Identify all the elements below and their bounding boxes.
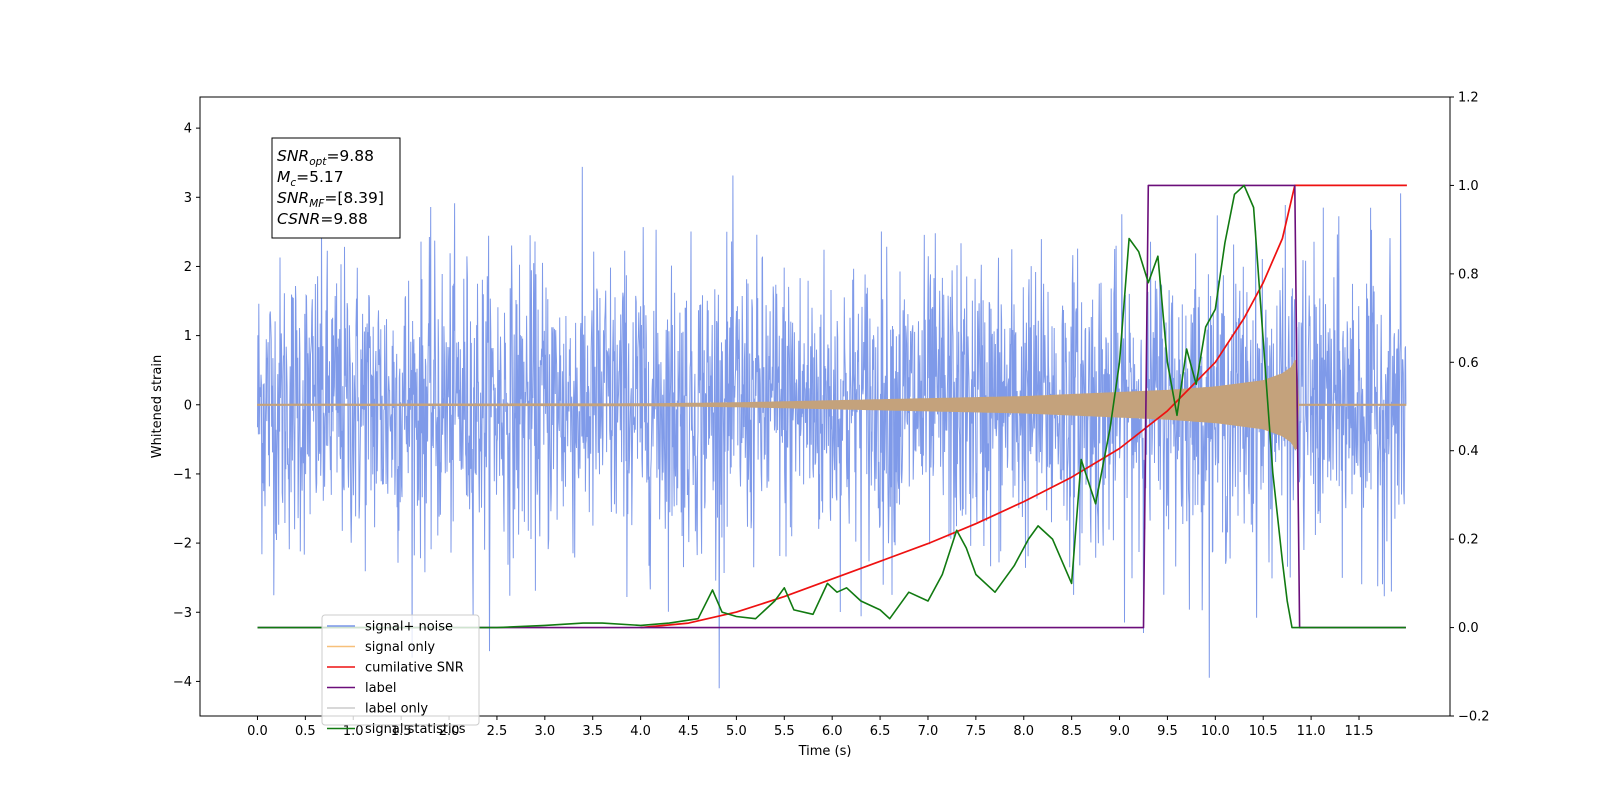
series-cumulative-snr: [640, 184, 1407, 629]
x-tick-label: 7.5: [966, 724, 987, 739]
legend-label: label only: [365, 702, 428, 717]
y2-tick-label: 1.0: [1458, 179, 1479, 194]
x-tick-label: 4.5: [678, 724, 699, 739]
x-tick-label: 0.0: [247, 724, 268, 739]
legend-label: label: [365, 681, 396, 696]
x-tick-label: 5.0: [726, 724, 747, 739]
x-tick-label: 6.0: [822, 724, 843, 739]
x-tick-label: 0.5: [295, 724, 316, 739]
legend-box: [321, 614, 480, 726]
annotation-line: SNRopt=9.88: [277, 147, 374, 168]
x-tick-label: 2.0: [439, 724, 460, 739]
y2-tick-label: 0.6: [1458, 356, 1479, 371]
x-tick-label: 3.0: [534, 724, 555, 739]
y-tick-label: 4: [184, 122, 192, 137]
legend-label: signal statistics: [365, 722, 466, 737]
x-axis-label: Time (s): [798, 744, 852, 759]
y2-tick-label: 0.8: [1458, 267, 1479, 282]
x-tick-label: 9.5: [1157, 724, 1178, 739]
legend-label: signal only: [365, 640, 435, 655]
y2-tick-label: 1.2: [1458, 91, 1479, 106]
x-tick-label: 6.5: [870, 724, 891, 739]
y-tick-label: 2: [184, 260, 192, 275]
plot-area-frame: [199, 96, 1451, 717]
y-tick-label: −1: [173, 467, 192, 482]
x-tick-label: 2.5: [487, 724, 508, 739]
annotation-line: CSNR=9.88: [277, 210, 368, 228]
series-signal-only: [257, 359, 1407, 450]
x-tick-label: 4.0: [630, 724, 651, 739]
y-tick-label: −4: [173, 675, 192, 690]
x-tick-label: 5.5: [774, 724, 795, 739]
annotation-line: Mc=5.17: [277, 168, 344, 189]
x-tick-label: 9.0: [1109, 724, 1130, 739]
y-tick-label: 0: [184, 398, 192, 413]
y2-tick-label: 0.2: [1458, 533, 1479, 548]
x-tick-label: 7.0: [918, 724, 939, 739]
y-axis-label: Whitened strain: [150, 355, 165, 458]
y-tick-label: −3: [173, 606, 192, 621]
x-tick-label: 3.5: [582, 724, 603, 739]
series-signal-statistics: [257, 184, 1406, 629]
x-tick-label: 1.5: [391, 724, 412, 739]
legend-label: signal+ noise: [365, 620, 453, 635]
annotation-box: [271, 137, 401, 239]
annotation-line: SNRMF=[8.39]: [277, 189, 384, 210]
y2-tick-label: 0.4: [1458, 444, 1479, 459]
legend-label: cumilative SNR: [365, 661, 464, 676]
x-tick-label: 10.5: [1249, 724, 1278, 739]
y2-tick-label: −0.2: [1458, 710, 1490, 725]
y-tick-label: 3: [184, 191, 192, 206]
y-tick-label: −2: [173, 537, 192, 552]
x-tick-label: 11.5: [1345, 724, 1374, 739]
x-tick-label: 8.0: [1013, 724, 1034, 739]
y2-tick-label: 0.0: [1458, 621, 1479, 636]
x-tick-label: 11.0: [1297, 724, 1326, 739]
x-tick-label: 1.0: [343, 724, 364, 739]
y-tick-label: 1: [184, 329, 192, 344]
x-tick-label: 10.0: [1201, 724, 1230, 739]
x-tick-label: 8.5: [1061, 724, 1082, 739]
